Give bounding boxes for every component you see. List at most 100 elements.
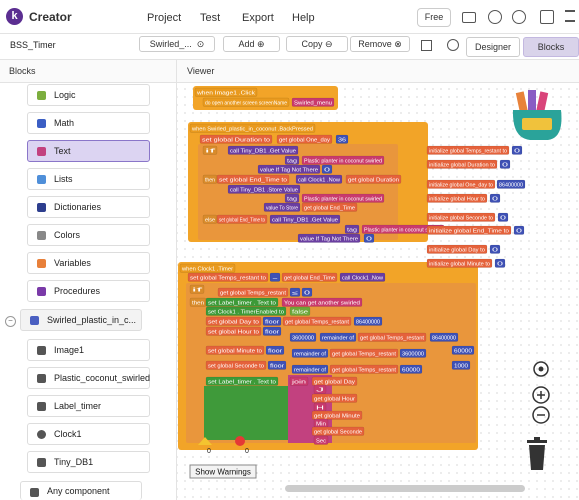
block[interactable]: set global End_Time to [216, 174, 290, 184]
block[interactable]: floor [262, 316, 282, 326]
block[interactable]: else [202, 214, 218, 224]
block[interactable]: set global Seconde to [205, 360, 267, 370]
palette-item[interactable]: Dictionaries [27, 196, 150, 218]
block[interactable]: 0 [363, 233, 375, 243]
block[interactable]: 0 [511, 145, 523, 155]
component-item[interactable]: Image1 [27, 339, 150, 361]
backpack[interactable] [512, 90, 562, 140]
block[interactable]: initialize global Minute to [426, 258, 493, 268]
block[interactable]: set global Temps_restant to [187, 272, 269, 282]
block[interactable]: 36 [335, 134, 349, 144]
block[interactable]: tag [284, 193, 300, 203]
block[interactable]: remainder of [319, 332, 357, 342]
block[interactable]: initialize global One_day to [426, 179, 496, 189]
palette-item[interactable]: Variables [27, 252, 150, 274]
block[interactable]: 0 [489, 244, 501, 254]
block[interactable]: value To Store [263, 202, 301, 212]
component-item[interactable]: Tiny_DB1 [27, 451, 150, 473]
block[interactable]: 86400000 [429, 332, 459, 342]
block[interactable]: do open another screen screenName [202, 97, 290, 107]
block[interactable]: Plastic planter in coconut swirled [301, 155, 385, 165]
gallery-icon[interactable] [488, 10, 502, 24]
block[interactable]: 0 [513, 225, 525, 235]
show-warnings-button[interactable]: Show Warnings [189, 464, 257, 479]
block[interactable]: call Tiny_DB1 .Get Value [227, 145, 299, 155]
block[interactable]: get global Minute [311, 410, 363, 420]
scrollbar[interactable] [285, 485, 525, 492]
block[interactable]: get global Seconde [311, 426, 365, 436]
menu-item[interactable]: Test [200, 12, 221, 24]
block[interactable]: Plastic planter in coconut swirled [301, 193, 385, 203]
block[interactable]: join [289, 376, 309, 386]
block[interactable]: get global Duration [345, 174, 402, 184]
block[interactable]: get global Temps_restant [217, 287, 289, 297]
component-item[interactable]: Clock1 [27, 423, 150, 445]
block[interactable]: then [189, 297, 207, 307]
plan-button[interactable]: Free [417, 8, 451, 27]
add-button[interactable]: Add ⊕ [223, 36, 280, 52]
block[interactable]: if [189, 284, 204, 294]
block[interactable]: 0 [494, 258, 506, 268]
block[interactable]: - [269, 272, 281, 282]
block[interactable]: set global Hour to [205, 326, 262, 336]
account-icon[interactable] [512, 10, 526, 24]
block[interactable]: set Label_timer . Text to [205, 376, 279, 386]
menu-item[interactable]: Project [147, 12, 182, 24]
block[interactable]: tag [284, 155, 300, 165]
block[interactable]: J [313, 384, 327, 394]
center-button[interactable] [533, 361, 549, 377]
folder-icon[interactable] [462, 12, 476, 23]
block[interactable]: Swirled_menu [291, 97, 335, 107]
block[interactable]: get global One_day [276, 134, 333, 144]
block[interactable]: set global Day to [205, 316, 262, 326]
block[interactable]: initialize global Temps_restant to [426, 145, 510, 155]
block[interactable]: initialize global Duration to [426, 159, 498, 169]
screen-component[interactable]: Swirled_plastic_in_c... [20, 309, 142, 331]
trash[interactable] [527, 437, 547, 470]
block[interactable]: then [202, 174, 218, 184]
block[interactable]: call Clock1 .Now [295, 174, 343, 184]
block[interactable]: 0 [489, 193, 501, 203]
palette-item[interactable]: Colors [27, 224, 150, 246]
copy-button[interactable]: Copy ⊖ [286, 36, 348, 52]
block[interactable]: ≤ [289, 287, 301, 297]
block[interactable]: set global Minute to [205, 345, 265, 355]
any-component[interactable]: Any component [20, 481, 142, 500]
block[interactable]: call Tiny_DB1 .Get Value [269, 214, 341, 224]
palette-item[interactable]: Logic [27, 84, 150, 106]
block[interactable]: remainder of [291, 348, 329, 358]
block[interactable]: floor [265, 345, 285, 355]
block[interactable]: 1000 [451, 360, 471, 370]
settings-icon[interactable] [540, 10, 554, 24]
block[interactable]: get global Temps_restant [329, 364, 399, 374]
image-icon[interactable] [421, 40, 432, 51]
block[interactable]: get global End_Time [281, 272, 338, 282]
block[interactable]: 0 [301, 287, 313, 297]
block[interactable]: get global Temps_restant [282, 316, 352, 326]
remove-button[interactable]: Remove ⊗ [350, 36, 410, 52]
block[interactable]: tag [344, 224, 360, 234]
block[interactable]: You can get another swirled [281, 297, 363, 307]
block[interactable]: 0 [321, 164, 333, 174]
block[interactable]: H [313, 402, 327, 412]
block[interactable]: set global Duration to [199, 134, 273, 144]
collapse-icon[interactable]: − [5, 316, 16, 327]
block[interactable]: 3600000 [399, 348, 427, 358]
menu-icon[interactable] [565, 10, 575, 22]
block[interactable]: Min [313, 418, 329, 428]
block[interactable]: call Tiny_DB1 .Store Value [227, 184, 301, 194]
block[interactable]: when Swirled_plastic_in_coconut .BackPre… [189, 123, 316, 133]
block[interactable]: false [289, 306, 311, 316]
block[interactable]: 3600000 [289, 332, 317, 342]
block[interactable]: 0 [497, 212, 509, 222]
gear-icon[interactable] [447, 39, 459, 51]
palette-item[interactable]: Text [27, 140, 150, 162]
block[interactable]: get global Day [311, 376, 358, 386]
block[interactable]: value If Tag Not There [257, 164, 321, 174]
block[interactable]: get global Temps_restant [329, 348, 399, 358]
block[interactable]: 86400000 [353, 316, 383, 326]
block[interactable]: set Label_timer . Text to [205, 297, 279, 307]
block[interactable]: when Clock1 .Timer [179, 263, 236, 273]
block[interactable]: initialize global End_Time to [426, 225, 512, 235]
block[interactable]: initialize global Seconde to [426, 212, 496, 222]
